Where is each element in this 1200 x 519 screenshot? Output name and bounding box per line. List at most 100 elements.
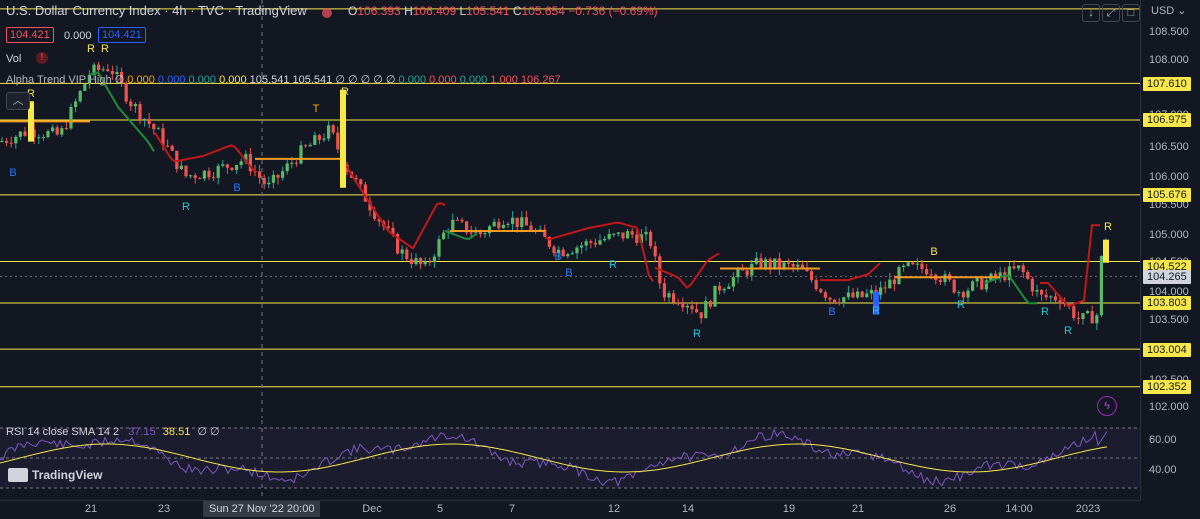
- alpha-trend-value: 0.000: [124, 74, 155, 86]
- candle-body: [524, 217, 528, 226]
- candle-body: [60, 128, 64, 135]
- candle-body: [1026, 272, 1030, 279]
- candle: [120, 67, 124, 87]
- signal-label: R: [872, 305, 880, 317]
- rsi-value: 37.15: [128, 426, 156, 438]
- candle: [497, 218, 501, 232]
- candle: [520, 211, 524, 233]
- candle-body: [598, 240, 602, 245]
- currency-label[interactable]: USD ⌄: [1151, 4, 1187, 17]
- rsi-extra: ∅ ∅: [197, 426, 220, 438]
- rsi-pane[interactable]: [0, 420, 1140, 500]
- candle: [41, 134, 45, 142]
- price-axis[interactable]: USD ⌄ 108.500108.000107.500107.000106.50…: [1140, 0, 1200, 500]
- price-level-tag[interactable]: 102.352: [1143, 380, 1191, 394]
- candle-body: [469, 232, 473, 234]
- candle: [570, 250, 574, 255]
- candle: [207, 167, 211, 181]
- candle: [690, 300, 694, 314]
- volume-indicator-label[interactable]: Vol: [6, 53, 22, 65]
- alpha-trend-legend[interactable]: Alpha Trend VIP High ∅ 0.000 0.000 0.000…: [6, 73, 561, 86]
- maximize-icon: ⤢: [1106, 7, 1116, 19]
- rsi-sma-value: 38.51: [162, 426, 191, 438]
- candle: [1086, 309, 1090, 315]
- candle: [607, 229, 611, 241]
- candle: [649, 229, 653, 249]
- candle-body: [952, 279, 956, 293]
- candle-body: [239, 161, 243, 165]
- candle-body: [837, 302, 841, 304]
- ask-price-box[interactable]: 104.421: [98, 27, 146, 43]
- candle: [87, 70, 91, 89]
- tradingview-logo[interactable]: TradingView: [8, 468, 102, 482]
- candle: [920, 259, 924, 274]
- candle: [819, 288, 823, 294]
- candle-body: [1053, 296, 1057, 301]
- signal-label: B: [554, 251, 561, 263]
- warning-icon[interactable]: !: [36, 52, 48, 64]
- candle-body: [750, 263, 754, 276]
- candle-body: [313, 135, 317, 145]
- price-level-tag[interactable]: 106.975: [1143, 113, 1191, 127]
- time-axis[interactable]: 21 23 Dec 5 7 12 14 19 21 26 14:00 2023 Sun 27 Nov '…: [0, 500, 1140, 519]
- branding-text: TradingView: [32, 468, 103, 482]
- maximize-button[interactable]: ⤢: [1102, 4, 1120, 22]
- price-level-tag[interactable]: 103.004: [1143, 343, 1191, 357]
- candle-body: [722, 288, 726, 291]
- candle: [777, 252, 781, 276]
- candle: [5, 137, 9, 147]
- candle: [612, 233, 616, 238]
- candle: [14, 134, 18, 149]
- market-status-dot-icon[interactable]: [322, 8, 332, 18]
- window-button[interactable]: □: [1122, 4, 1140, 22]
- candle-body: [41, 137, 45, 139]
- candle-body: [653, 246, 657, 257]
- collapse-legend-button[interactable]: ︿: [6, 92, 30, 110]
- candle: [741, 264, 745, 271]
- crosshair-time-label: Sun 27 Nov '22 20:00: [203, 501, 321, 517]
- price-level-tag[interactable]: 107.610: [1143, 77, 1191, 91]
- candle: [506, 221, 510, 228]
- candle: [561, 247, 565, 257]
- candle-body: [308, 144, 312, 147]
- candle-body: [764, 259, 768, 268]
- signal-label: B: [930, 246, 937, 258]
- candle-body: [244, 154, 248, 162]
- candle: [18, 130, 22, 141]
- candle-body: [267, 182, 271, 185]
- ohlc-value: −0.736 (−0.69%): [568, 4, 658, 18]
- candle: [455, 216, 459, 221]
- rsi-chart[interactable]: [0, 420, 1140, 500]
- candle-body: [1058, 300, 1062, 304]
- signal-label: R: [182, 201, 190, 213]
- candle: [695, 303, 699, 313]
- price-level-tag[interactable]: 105.676: [1143, 188, 1191, 202]
- candle-body: [166, 145, 170, 147]
- candle: [575, 245, 579, 259]
- rsi-legend[interactable]: RSI 14 close SMA 14 2 37.15 38.51 ∅ ∅: [6, 425, 220, 438]
- candle: [1035, 284, 1039, 297]
- candle: [727, 283, 731, 290]
- candle-body: [304, 145, 308, 147]
- candle: [644, 226, 648, 241]
- candle-body: [787, 262, 791, 264]
- candle-body: [823, 292, 827, 298]
- candle-body: [777, 258, 781, 269]
- lightning-icon[interactable]: ϟ: [1097, 396, 1117, 416]
- candle-body: [294, 162, 298, 164]
- candle: [713, 285, 717, 307]
- bid-price-box[interactable]: 104.421: [6, 27, 54, 43]
- candle: [796, 258, 800, 272]
- signal-bar: [873, 291, 879, 315]
- candle: [474, 226, 478, 234]
- scroll-down-button[interactable]: ↓: [1082, 4, 1100, 22]
- candle-body: [179, 165, 183, 170]
- candle: [524, 210, 528, 226]
- candle-body: [161, 128, 165, 146]
- candle-body: [630, 231, 634, 235]
- price-level-tag[interactable]: 104.265: [1143, 270, 1191, 284]
- price-level-tag[interactable]: 103.803: [1143, 296, 1191, 310]
- candle: [837, 297, 841, 306]
